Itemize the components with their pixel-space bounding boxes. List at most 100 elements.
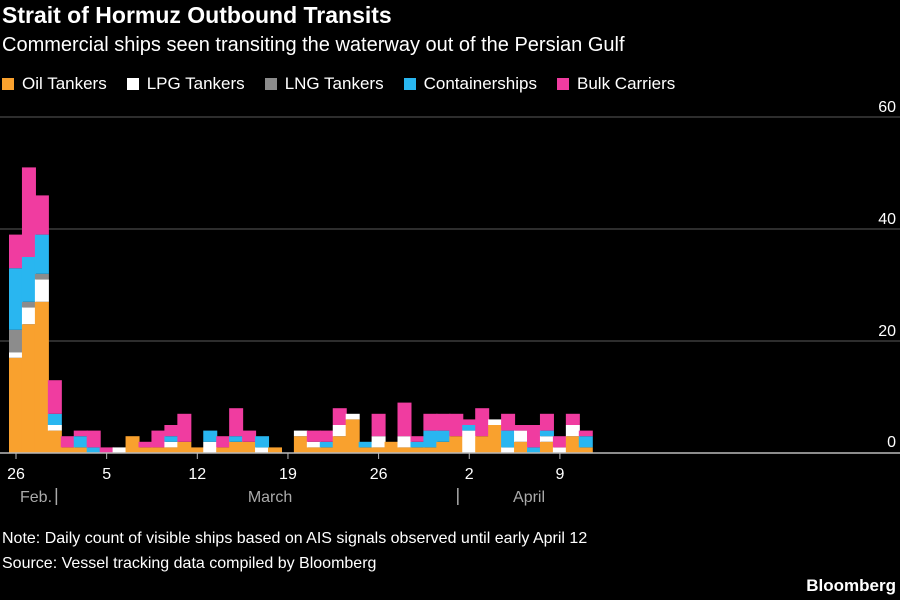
y-tick-label: 20 bbox=[878, 323, 896, 340]
bar-segment bbox=[475, 436, 490, 453]
bar-segment bbox=[177, 441, 192, 453]
y-tick-label: 0 bbox=[887, 434, 896, 451]
bar-segment bbox=[345, 413, 360, 420]
bar-segment bbox=[488, 419, 503, 425]
bar-segment bbox=[86, 447, 101, 453]
x-tick-label: 5 bbox=[102, 466, 111, 483]
bar-segment bbox=[190, 447, 205, 453]
bar-segment bbox=[410, 436, 425, 442]
bar-segment bbox=[34, 234, 49, 274]
x-tick-label: 26 bbox=[370, 466, 388, 483]
bar-segment bbox=[345, 419, 360, 453]
bar-segment bbox=[60, 447, 75, 453]
bar-segment bbox=[462, 425, 477, 431]
legend-swatch bbox=[557, 78, 569, 90]
bar-segment bbox=[229, 441, 244, 453]
bar-segment bbox=[21, 257, 36, 302]
bar-segment bbox=[34, 273, 49, 280]
bar-segment bbox=[410, 447, 425, 453]
bar-segment bbox=[514, 441, 529, 453]
bar-segment bbox=[34, 195, 49, 235]
bar-segment bbox=[410, 441, 425, 448]
legend-item-oil-tankers: Oil Tankers bbox=[2, 74, 107, 94]
bar-segment bbox=[21, 324, 36, 453]
bar-segment bbox=[436, 430, 451, 442]
x-tick-label: 26 bbox=[7, 466, 25, 483]
bar-segment bbox=[164, 447, 179, 453]
bar-segment bbox=[47, 413, 62, 425]
legend-item-lpg-tankers: LPG Tankers bbox=[126, 74, 245, 94]
bar-segment bbox=[514, 425, 529, 431]
bar-segment bbox=[164, 425, 179, 437]
bar-segment bbox=[34, 279, 49, 302]
bar-segment bbox=[488, 425, 503, 453]
bar-segment bbox=[229, 408, 244, 437]
bar-segment bbox=[60, 436, 75, 448]
stacked-bar-chart: 0 20 40 60 26 5 12 19 26 2 9 Feb. March April bbox=[0, 100, 900, 506]
bar-segment bbox=[268, 447, 282, 453]
bar-segment bbox=[332, 408, 347, 425]
bar-segment bbox=[397, 402, 412, 437]
y-tick-label: 60 bbox=[878, 100, 896, 116]
bar-segment bbox=[73, 430, 88, 437]
month-label: Feb. bbox=[20, 489, 52, 506]
chart-subtitle: Commercial ships seen transiting the wat… bbox=[2, 34, 625, 56]
bar-segment bbox=[578, 447, 593, 453]
bar-segment bbox=[358, 441, 373, 448]
bar-segment bbox=[216, 436, 231, 448]
bar-segment bbox=[319, 441, 334, 448]
bar-segment bbox=[73, 447, 88, 453]
bar-segment bbox=[449, 436, 464, 453]
bar-segment bbox=[565, 413, 580, 425]
legend-label: LNG Tankers bbox=[284, 74, 384, 93]
x-tick-label: 12 bbox=[188, 466, 206, 483]
chart-source: Source: Vessel tracking data compiled by… bbox=[2, 555, 377, 572]
bar-segment bbox=[306, 430, 321, 442]
bar-segment bbox=[423, 430, 438, 448]
bar-segment bbox=[86, 430, 101, 448]
bar-segment bbox=[423, 447, 438, 453]
bar-segment bbox=[539, 413, 554, 431]
legend-label: Oil Tankers bbox=[22, 74, 107, 93]
legend-swatch bbox=[403, 78, 416, 90]
bar-segment bbox=[449, 413, 464, 437]
x-tick-label: 9 bbox=[555, 466, 564, 483]
bar-segment bbox=[371, 413, 386, 437]
legend-item-bulk-carriers: Bulk Carriers bbox=[557, 74, 675, 94]
bar-segment bbox=[293, 430, 308, 437]
bar-segment bbox=[229, 436, 244, 442]
bar-segment bbox=[565, 425, 580, 437]
bar-segment bbox=[255, 447, 270, 453]
legend-swatch bbox=[2, 78, 14, 90]
bar-segment bbox=[552, 447, 567, 453]
bar-segment bbox=[21, 301, 36, 308]
legend-label: Containerships bbox=[423, 74, 537, 93]
bar-segment bbox=[203, 430, 218, 442]
bar-segment bbox=[34, 301, 49, 453]
bar-segment bbox=[73, 436, 88, 448]
bar-segment bbox=[125, 436, 140, 453]
legend-swatch bbox=[126, 78, 139, 90]
legend: Oil Tankers LPG Tankers LNG Tankers Cont… bbox=[2, 74, 695, 94]
bar-segment bbox=[177, 413, 192, 442]
bar-segment bbox=[397, 436, 412, 448]
bar-segment bbox=[332, 436, 347, 453]
bar-segment bbox=[164, 436, 179, 442]
bar-segment bbox=[112, 447, 127, 453]
bar-segment bbox=[21, 167, 36, 257]
bar-segment bbox=[501, 430, 516, 448]
bar-segment bbox=[371, 447, 386, 453]
bar-segment bbox=[242, 441, 257, 453]
bar-segment bbox=[436, 441, 451, 453]
bar-segment bbox=[319, 447, 334, 453]
legend-label: Bulk Carriers bbox=[577, 74, 676, 93]
bar-segment bbox=[501, 447, 516, 453]
bar-segment bbox=[397, 447, 412, 453]
bar-segment bbox=[138, 447, 153, 453]
bar-segment bbox=[578, 430, 593, 437]
bloomberg-logo: Bloomberg bbox=[806, 576, 896, 595]
chart-title: Strait of Hormuz Outbound Transits bbox=[2, 2, 392, 28]
bar-segment bbox=[462, 430, 477, 453]
bar-segment bbox=[306, 441, 321, 448]
bar-segment bbox=[9, 234, 23, 269]
